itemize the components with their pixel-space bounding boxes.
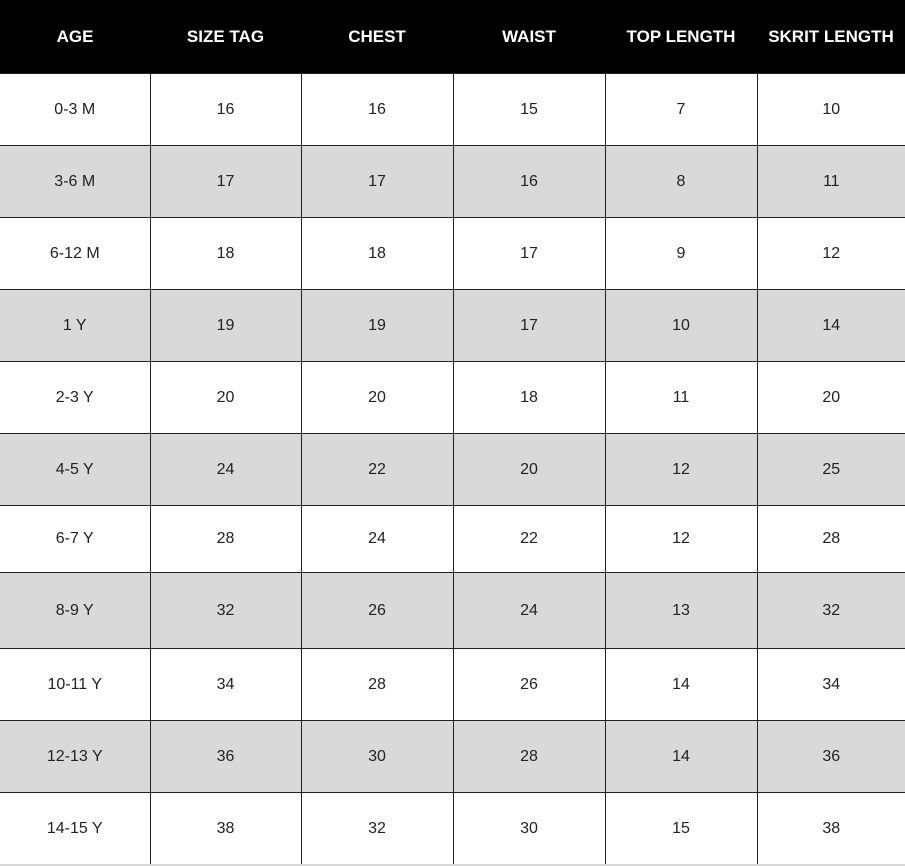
cell-chest: 16 — [300, 73, 454, 146]
cell-age: 10-11 Y — [0, 648, 151, 721]
cell-top-length: 7 — [604, 73, 758, 146]
header-row: AGE SIZE TAG CHEST WAIST TOP LENGTH SKRI… — [0, 0, 905, 74]
cell-top-length: 8 — [604, 145, 758, 218]
cell-size-tag: 17 — [149, 145, 302, 218]
cell-size-tag: 20 — [149, 361, 302, 434]
cell-top-length: 9 — [604, 217, 758, 290]
cell-size-tag: 38 — [149, 792, 302, 865]
cell-waist: 30 — [452, 792, 606, 865]
cell-skirt-length: 36 — [756, 720, 905, 793]
cell-top-length: 12 — [604, 505, 758, 573]
cell-skirt-length: 28 — [756, 505, 905, 573]
cell-size-tag: 16 — [149, 73, 302, 146]
cell-waist: 26 — [452, 648, 606, 721]
cell-waist: 17 — [452, 289, 606, 362]
header-chest: CHEST — [301, 0, 453, 74]
header-age: AGE — [0, 0, 150, 74]
cell-size-tag: 32 — [149, 572, 302, 649]
cell-skirt-length: 38 — [756, 792, 905, 865]
cell-chest: 19 — [300, 289, 454, 362]
cell-chest: 17 — [300, 145, 454, 218]
cell-waist: 17 — [452, 217, 606, 290]
cell-chest: 24 — [300, 505, 454, 573]
table-row: 6-7 Y 28 24 22 12 28 — [0, 505, 905, 573]
cell-size-tag: 24 — [149, 433, 302, 506]
cell-age: 14-15 Y — [0, 792, 151, 865]
table-row: 12-13 Y 36 30 28 14 36 — [0, 720, 905, 793]
header-skirt-length: SKRIT LENGTH — [757, 0, 905, 74]
header-waist: WAIST — [453, 0, 605, 74]
cell-size-tag: 19 — [149, 289, 302, 362]
cell-chest: 30 — [300, 720, 454, 793]
cell-age: 2-3 Y — [0, 361, 151, 434]
cell-top-length: 10 — [604, 289, 758, 362]
cell-skirt-length: 34 — [756, 648, 905, 721]
cell-size-tag: 18 — [149, 217, 302, 290]
table-row: 1 Y 19 19 17 10 14 — [0, 289, 905, 362]
header-top-length: TOP LENGTH — [605, 0, 757, 74]
table-row: 8-9 Y 32 26 24 13 32 — [0, 572, 905, 649]
table-row: 0-3 M 16 16 15 7 10 — [0, 73, 905, 146]
cell-age: 4-5 Y — [0, 433, 151, 506]
cell-skirt-length: 32 — [756, 572, 905, 649]
cell-top-length: 11 — [604, 361, 758, 434]
header-size-tag: SIZE TAG — [150, 0, 301, 74]
cell-age: 6-12 M — [0, 217, 151, 290]
cell-waist: 15 — [452, 73, 606, 146]
cell-skirt-length: 20 — [756, 361, 905, 434]
cell-skirt-length: 12 — [756, 217, 905, 290]
cell-age: 12-13 Y — [0, 720, 151, 793]
cell-skirt-length: 25 — [756, 433, 905, 506]
cell-chest: 20 — [300, 361, 454, 434]
table-row: 2-3 Y 20 20 18 11 20 — [0, 361, 905, 434]
table-row: 4-5 Y 24 22 20 12 25 — [0, 433, 905, 506]
cell-top-length: 12 — [604, 433, 758, 506]
cell-skirt-length: 14 — [756, 289, 905, 362]
cell-top-length: 13 — [604, 572, 758, 649]
cell-age: 6-7 Y — [0, 505, 151, 573]
cell-age: 1 Y — [0, 289, 151, 362]
cell-chest: 18 — [300, 217, 454, 290]
cell-chest: 32 — [300, 792, 454, 865]
cell-chest: 22 — [300, 433, 454, 506]
table-row: 6-12 M 18 18 17 9 12 — [0, 217, 905, 290]
cell-skirt-length: 10 — [756, 73, 905, 146]
cell-size-tag: 28 — [149, 505, 302, 573]
cell-age: 3-6 M — [0, 145, 151, 218]
cell-size-tag: 36 — [149, 720, 302, 793]
cell-waist: 20 — [452, 433, 606, 506]
cell-skirt-length: 11 — [756, 145, 905, 218]
cell-size-tag: 34 — [149, 648, 302, 721]
cell-waist: 22 — [452, 505, 606, 573]
cell-waist: 24 — [452, 572, 606, 649]
bottom-edge — [0, 864, 905, 866]
cell-waist: 28 — [452, 720, 606, 793]
cell-waist: 16 — [452, 145, 606, 218]
cell-age: 8-9 Y — [0, 572, 151, 649]
cell-chest: 28 — [300, 648, 454, 721]
cell-top-length: 15 — [604, 792, 758, 865]
cell-waist: 18 — [452, 361, 606, 434]
table-row: 10-11 Y 34 28 26 14 34 — [0, 648, 905, 721]
table-row: 3-6 M 17 17 16 8 11 — [0, 145, 905, 218]
cell-top-length: 14 — [604, 720, 758, 793]
table-row: 14-15 Y 38 32 30 15 38 — [0, 792, 905, 865]
cell-top-length: 14 — [604, 648, 758, 721]
cell-age: 0-3 M — [0, 73, 151, 146]
cell-chest: 26 — [300, 572, 454, 649]
